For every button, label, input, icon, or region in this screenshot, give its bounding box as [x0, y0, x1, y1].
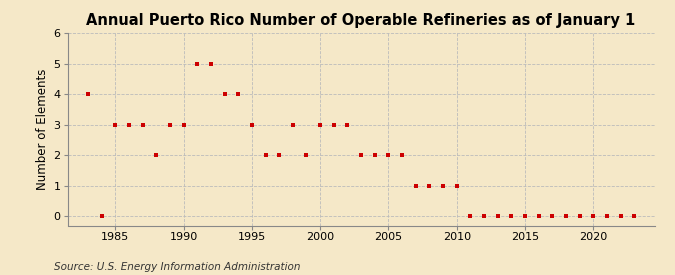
- Title: Annual Puerto Rico Number of Operable Refineries as of January 1: Annual Puerto Rico Number of Operable Re…: [86, 13, 636, 28]
- Text: Source: U.S. Energy Information Administration: Source: U.S. Energy Information Administ…: [54, 262, 300, 272]
- Y-axis label: Number of Elements: Number of Elements: [36, 68, 49, 190]
